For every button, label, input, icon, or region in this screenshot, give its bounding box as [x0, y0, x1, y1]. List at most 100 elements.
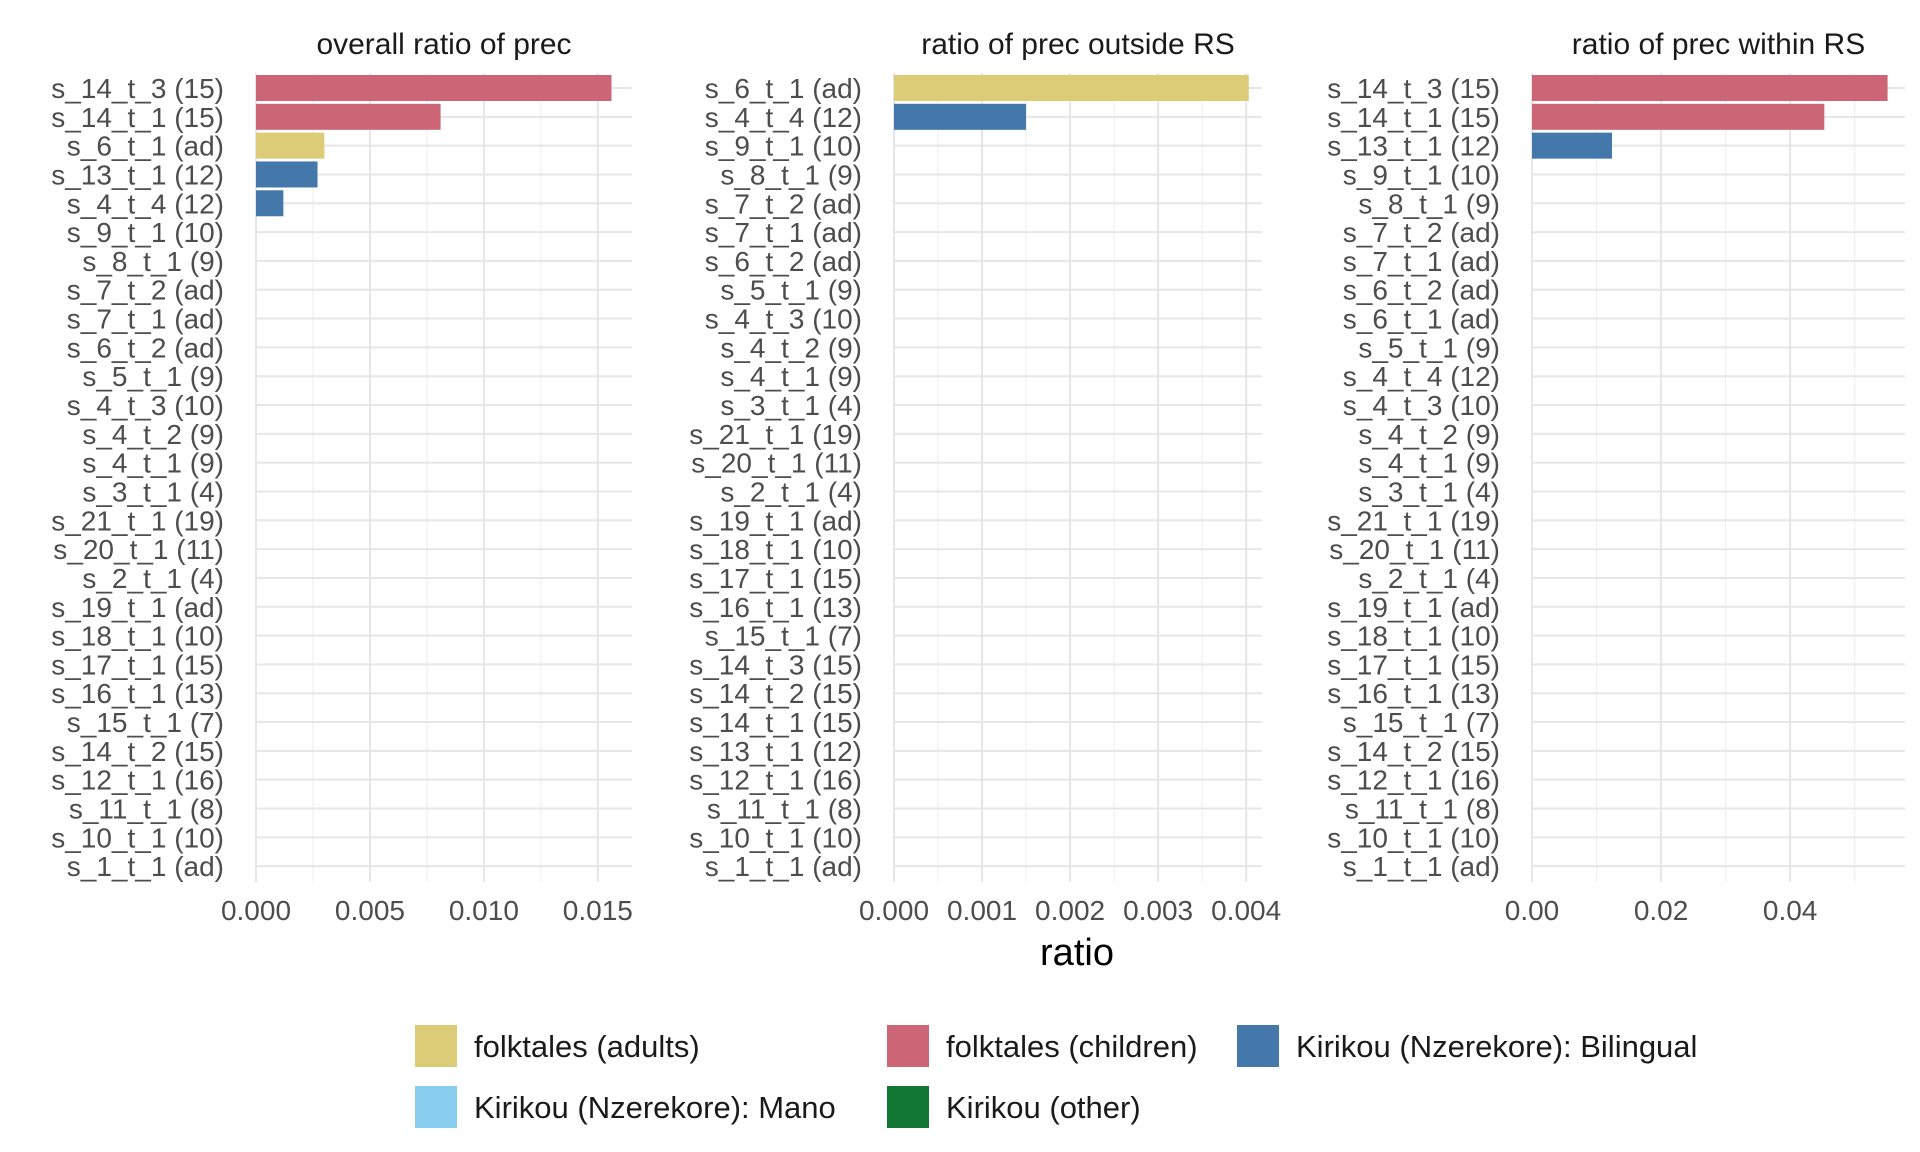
category-label: s_6_t_2 (ad)	[705, 246, 862, 277]
category-label: s_4_t_3 (10)	[67, 390, 224, 421]
category-label: s_20_t_1 (11)	[691, 448, 862, 479]
x-tick-label: 0.000	[859, 895, 929, 926]
category-label: s_12_t_1 (16)	[689, 765, 862, 796]
category-label: s_6_t_2 (ad)	[1343, 275, 1500, 306]
x-tick-label: 0.002	[1035, 895, 1105, 926]
legend-swatch	[415, 1086, 457, 1128]
category-label: s_18_t_1 (10)	[1327, 621, 1500, 652]
category-label: s_7_t_2 (ad)	[1343, 217, 1500, 248]
category-label: s_17_t_1 (15)	[51, 649, 224, 680]
category-label: s_4_t_1 (9)	[720, 361, 862, 392]
bar	[1532, 132, 1613, 159]
category-label: s_4_t_4 (12)	[67, 188, 224, 219]
legend-label: folktales (children)	[946, 1029, 1198, 1064]
x-tick-label: 0.001	[947, 895, 1017, 926]
category-label: s_14_t_1 (15)	[1327, 102, 1500, 133]
category-label: s_11_t_1 (8)	[1345, 794, 1500, 825]
category-label: s_21_t_1 (19)	[51, 505, 224, 536]
bar	[256, 161, 318, 188]
category-label: s_20_t_1 (11)	[1329, 534, 1500, 565]
legend-swatch	[1237, 1025, 1279, 1067]
category-label: s_4_t_2 (9)	[1358, 419, 1500, 450]
category-label: s_16_t_1 (13)	[689, 592, 862, 623]
category-label: s_13_t_1 (12)	[1327, 131, 1500, 162]
category-label: s_1_t_1 (ad)	[67, 851, 224, 882]
legend-label: Kirikou (other)	[946, 1090, 1141, 1125]
category-label: s_12_t_1 (16)	[51, 765, 224, 796]
category-label: s_4_t_4 (12)	[1343, 361, 1500, 392]
category-label: s_20_t_1 (11)	[53, 534, 224, 565]
x-tick-label: 0.02	[1634, 895, 1689, 926]
category-label: s_5_t_1 (9)	[1358, 332, 1500, 363]
bar	[256, 190, 284, 217]
category-label: s_14_t_2 (15)	[689, 678, 862, 709]
panel-title: overall ratio of prec	[316, 28, 571, 61]
bar	[894, 103, 1027, 130]
category-label: s_7_t_1 (ad)	[705, 217, 862, 248]
legend-swatch	[887, 1025, 929, 1067]
category-label: s_3_t_1 (4)	[82, 476, 224, 507]
bar	[256, 103, 441, 130]
category-label: s_15_t_1 (7)	[67, 707, 224, 738]
category-label: s_4_t_3 (10)	[705, 304, 862, 335]
category-label: s_11_t_1 (8)	[707, 794, 862, 825]
category-label: s_17_t_1 (15)	[1327, 649, 1500, 680]
x-tick-label: 0.00	[1505, 895, 1560, 926]
category-label: s_21_t_1 (19)	[689, 419, 862, 450]
bar	[1532, 75, 1888, 101]
x-tick-label: 0.004	[1211, 895, 1281, 926]
category-label: s_3_t_1 (4)	[720, 390, 862, 421]
category-label: s_4_t_1 (9)	[82, 448, 224, 479]
category-label: s_6_t_1 (ad)	[67, 131, 224, 162]
category-label: s_19_t_1 (ad)	[689, 505, 862, 536]
category-label: s_13_t_1 (12)	[689, 736, 862, 767]
category-label: s_16_t_1 (13)	[1327, 678, 1500, 709]
x-tick-label: 0.003	[1123, 895, 1193, 926]
category-label: s_4_t_4 (12)	[705, 102, 862, 133]
category-label: s_21_t_1 (19)	[1327, 505, 1500, 536]
legend-swatch	[415, 1025, 457, 1067]
category-label: s_7_t_1 (ad)	[1343, 246, 1500, 277]
category-label: s_7_t_1 (ad)	[67, 304, 224, 335]
category-label: s_14_t_2 (15)	[1327, 736, 1500, 767]
category-label: s_19_t_1 (ad)	[51, 592, 224, 623]
category-label: s_18_t_1 (10)	[51, 621, 224, 652]
category-label: s_10_t_1 (10)	[689, 822, 862, 853]
x-axis-title: ratio	[1040, 932, 1114, 974]
category-label: s_2_t_1 (4)	[1358, 563, 1500, 594]
category-label: s_9_t_1 (10)	[67, 217, 224, 248]
category-label: s_8_t_1 (9)	[82, 246, 224, 277]
category-label: s_2_t_1 (4)	[82, 563, 224, 594]
category-label: s_9_t_1 (10)	[705, 131, 862, 162]
legend-swatch	[887, 1086, 929, 1128]
category-label: s_5_t_1 (9)	[82, 361, 224, 392]
x-tick-label: 0.005	[335, 895, 405, 926]
category-label: s_7_t_2 (ad)	[67, 275, 224, 306]
panel-title: ratio of prec within RS	[1572, 28, 1865, 61]
category-label: s_1_t_1 (ad)	[705, 851, 862, 882]
x-tick-label: 0.010	[449, 895, 519, 926]
legend-label: folktales (adults)	[474, 1029, 700, 1064]
x-tick-label: 0.04	[1763, 895, 1818, 926]
legend-label: Kirikou (Nzerekore): Mano	[474, 1090, 836, 1125]
bar	[894, 75, 1249, 101]
category-label: s_15_t_1 (7)	[1343, 707, 1500, 738]
category-label: s_1_t_1 (ad)	[1343, 851, 1500, 882]
category-label: s_11_t_1 (8)	[69, 794, 224, 825]
category-label: s_4_t_2 (9)	[82, 419, 224, 450]
category-label: s_9_t_1 (10)	[1343, 159, 1500, 190]
category-label: s_10_t_1 (10)	[1327, 822, 1500, 853]
category-label: s_4_t_1 (9)	[1358, 448, 1500, 479]
category-label: s_14_t_3 (15)	[51, 73, 224, 104]
category-label: s_14_t_2 (15)	[51, 736, 224, 767]
category-label: s_18_t_1 (10)	[689, 534, 862, 565]
category-label: s_17_t_1 (15)	[689, 563, 862, 594]
category-label: s_14_t_1 (15)	[51, 102, 224, 133]
bar	[256, 75, 612, 101]
category-label: s_4_t_3 (10)	[1343, 390, 1500, 421]
category-label: s_3_t_1 (4)	[1358, 476, 1500, 507]
category-label: s_5_t_1 (9)	[720, 275, 862, 306]
x-tick-label: 0.000	[221, 895, 291, 926]
category-label: s_6_t_1 (ad)	[1343, 304, 1500, 335]
